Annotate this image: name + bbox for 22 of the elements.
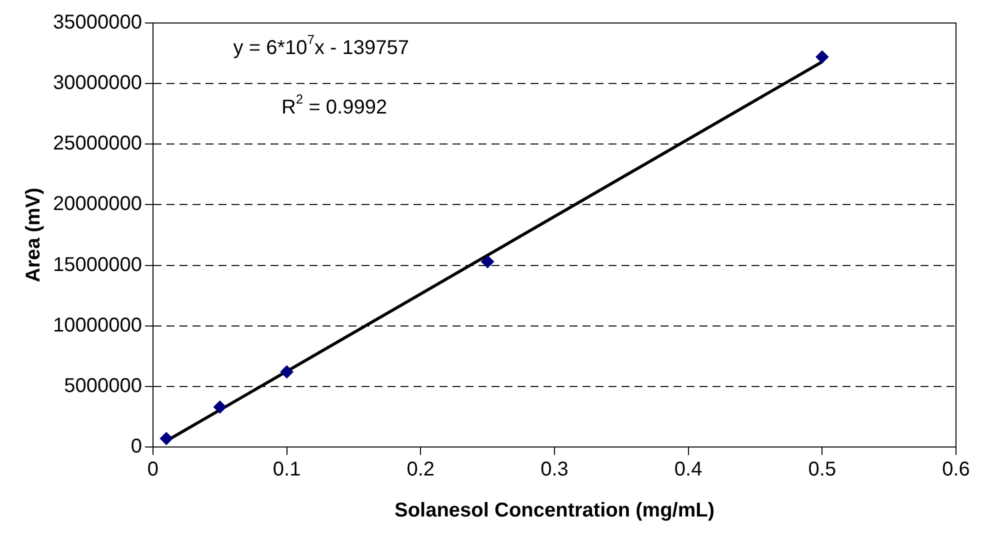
y-tick-label: 0 [130,436,142,458]
y-tick-label: 30000000 [53,72,142,94]
x-axis-title: Solanesol Concentration (mg/mL) [394,500,715,522]
point [213,400,226,414]
y-tick-label: 15000000 [53,254,142,276]
x-tick-label: 0 [147,458,159,481]
point [280,365,294,378]
point [481,255,494,268]
x-tick-label: 0.6 [942,458,970,481]
point [160,432,173,446]
y-tick-label: 10000000 [53,314,142,336]
y-axis-title: Area (mV) [22,188,45,282]
y-tick-label: 5000000 [64,374,142,397]
y-tick-label: 25000000 [53,132,142,155]
point [816,50,829,64]
x-tick-label: 0.4 [674,458,702,481]
x-tick-label: 0.5 [808,458,836,481]
x-tick-label: 0.1 [272,458,301,481]
y-tick-label: 35000000 [53,12,142,34]
x-tick-label: 0.2 [406,458,435,481]
x-tick-label: 0.3 [540,458,568,481]
y-tick-label: 20000000 [53,193,142,216]
